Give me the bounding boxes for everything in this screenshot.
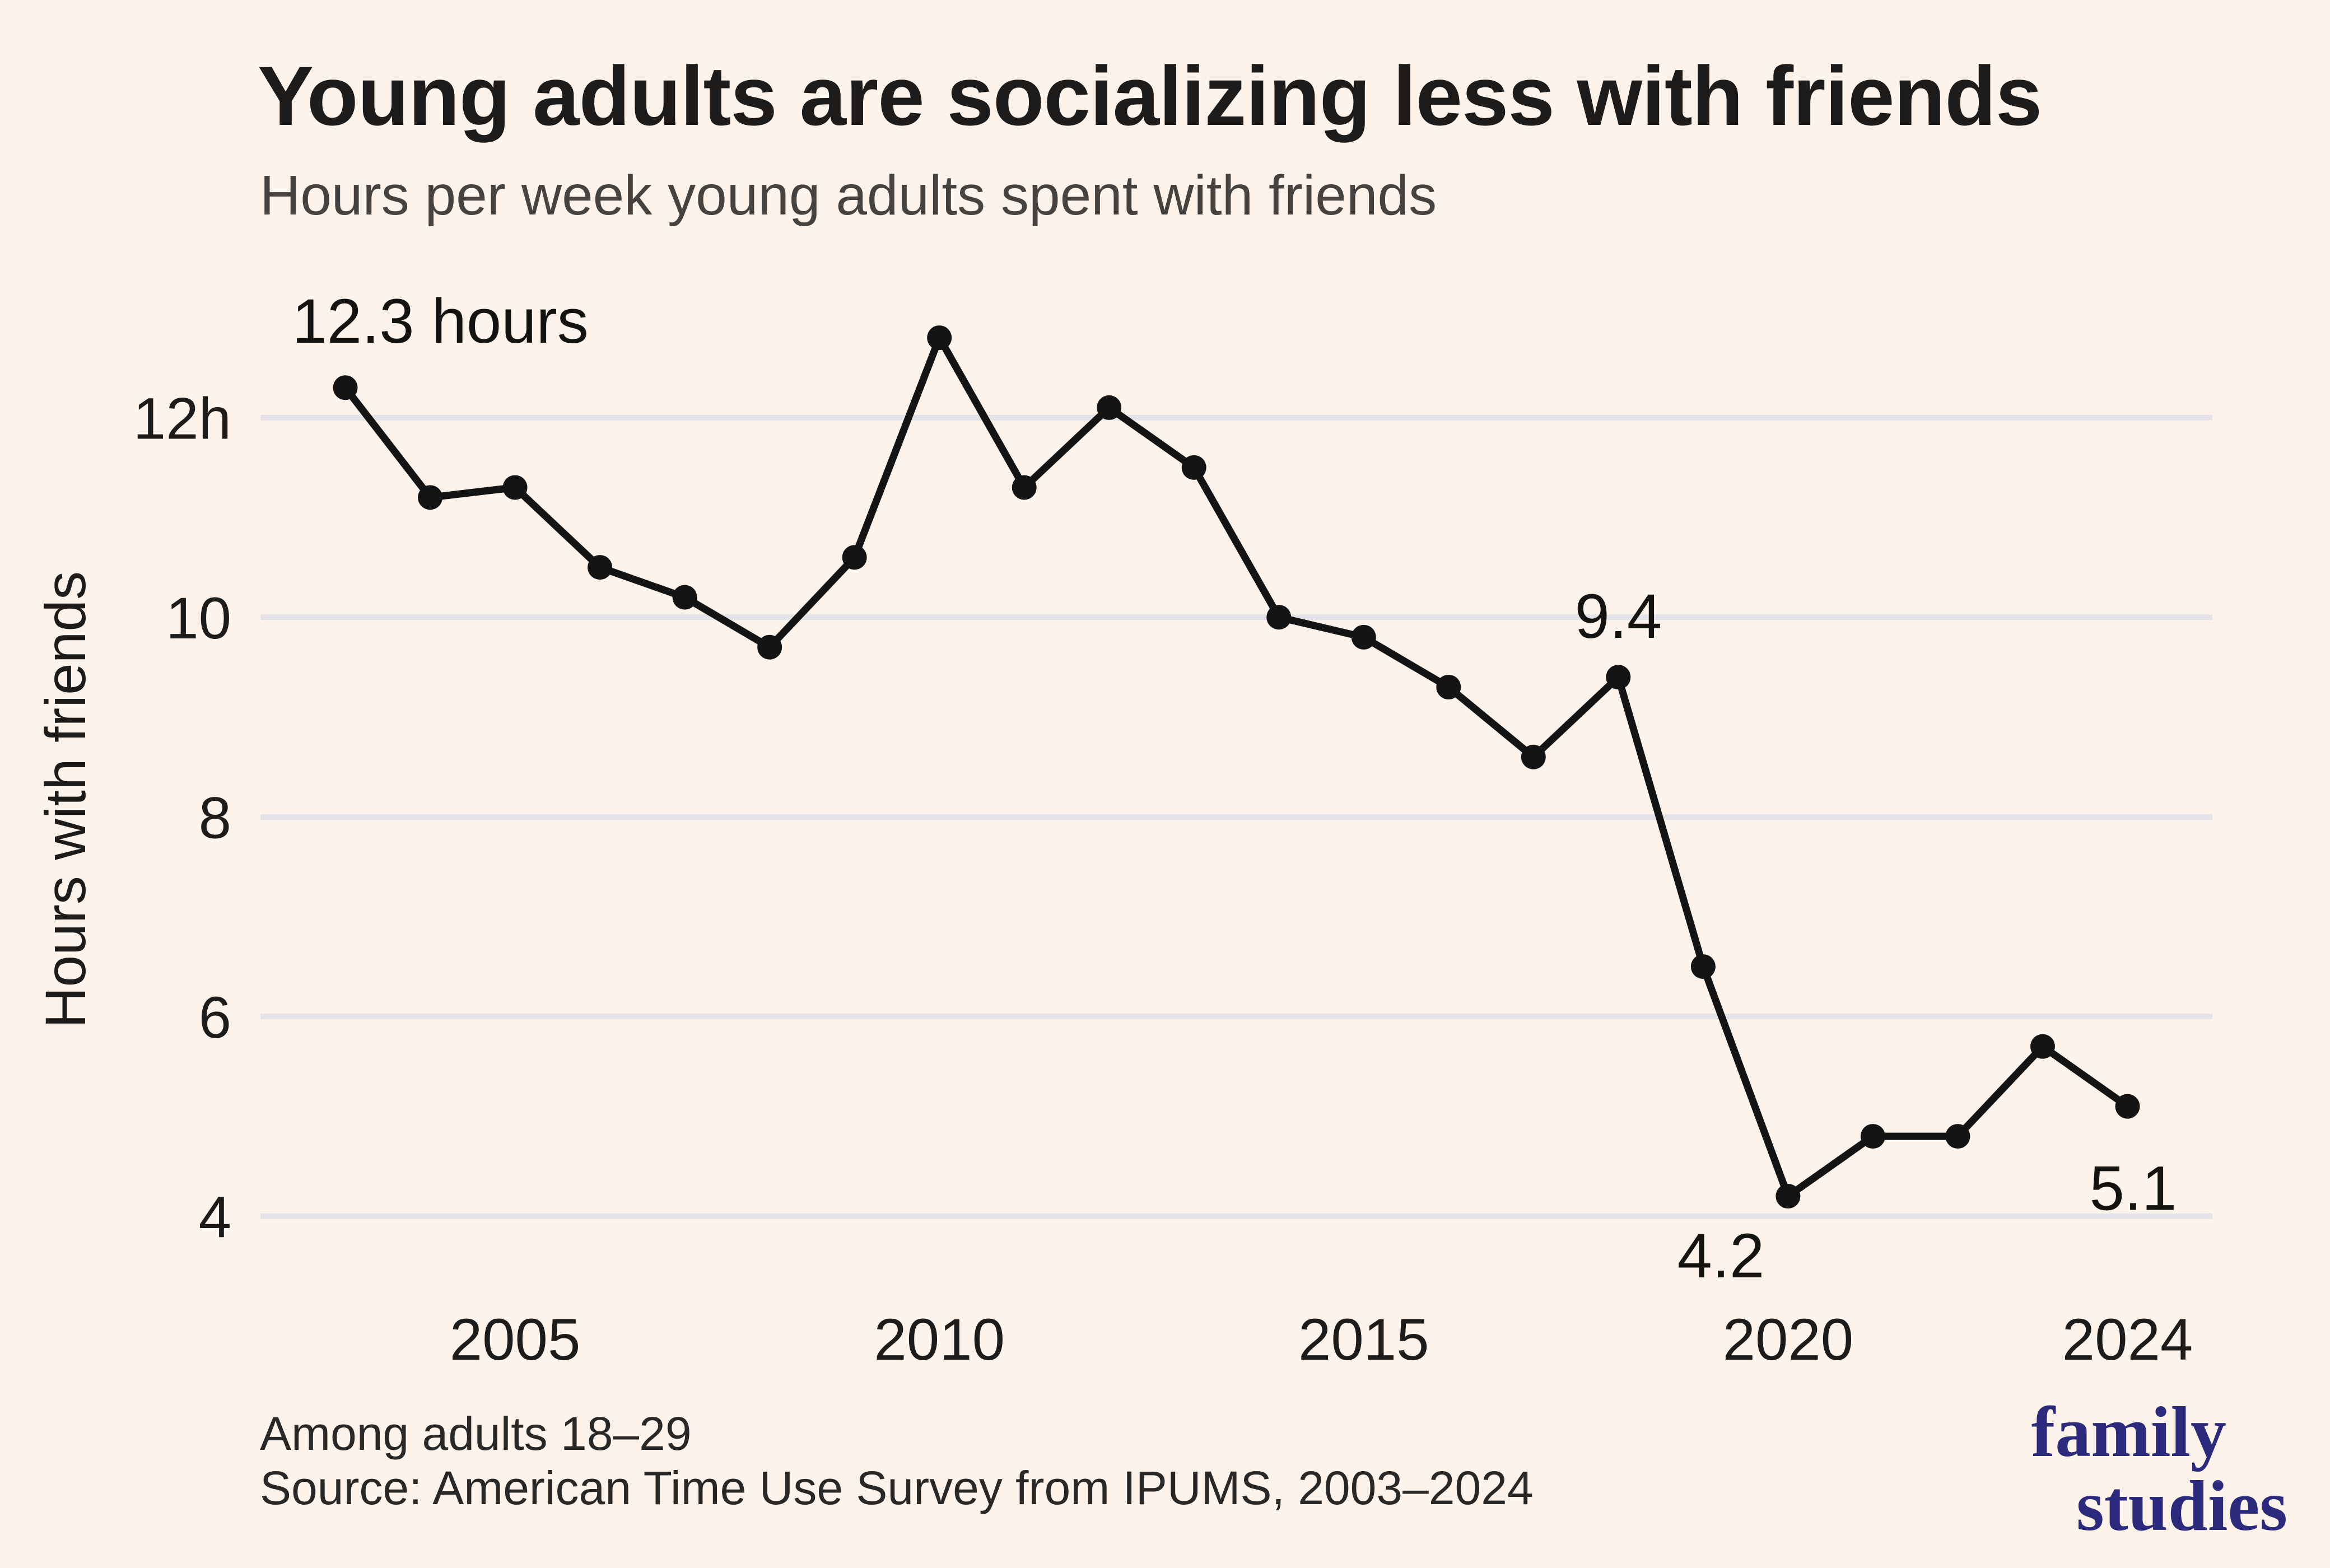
data-point-2021: [1860, 1124, 1885, 1149]
data-point-2024: [2115, 1094, 2140, 1119]
gridlines: [260, 414, 2212, 1219]
data-point-2010: [927, 325, 952, 351]
data-point-2016: [1436, 674, 1461, 699]
data-point-2023: [2030, 1034, 2055, 1059]
y-axis-title: Hours with friends: [34, 571, 97, 1028]
chart-title: Young adults are socializing less with f…: [258, 49, 2042, 143]
x-tick-label-2005: 2005: [450, 1307, 581, 1373]
brand-logo: family studies: [2031, 1392, 2287, 1546]
x-axis-tick-labels: 2005 2010 2015 2020 2024: [450, 1307, 2193, 1373]
data-point-2014: [1266, 605, 1292, 630]
data-point-2006: [588, 555, 613, 580]
y-tick-label-8: 8: [199, 786, 231, 851]
data-point-2011: [1012, 475, 1037, 500]
data-series: [333, 325, 2140, 1209]
chart-subtitle: Hours per week young adults spent with f…: [260, 164, 1437, 227]
data-point-2019: [1690, 954, 1716, 979]
footnote-source: Source: American Time Use Survey from IP…: [260, 1462, 1534, 1515]
data-point-2004: [418, 485, 443, 510]
y-axis-tick-labels: 4 6 8 10 12h: [133, 386, 231, 1250]
y-tick-label-10: 10: [166, 586, 231, 651]
annotation-2003: 12.3 hours: [292, 286, 589, 356]
annotation-2018: 9.4: [1574, 581, 1662, 651]
data-point-2003: [333, 375, 358, 400]
data-point-2009: [842, 545, 867, 570]
trend-line: [342, 334, 2131, 1200]
y-tick-label-4: 4: [199, 1185, 231, 1250]
annotation-2024: 5.1: [2090, 1154, 2177, 1224]
data-point-2017: [1521, 744, 1546, 769]
x-tick-label-2015: 2015: [1298, 1307, 1429, 1373]
data-point-2015: [1351, 624, 1376, 650]
x-tick-label-2010: 2010: [874, 1307, 1005, 1373]
footnote-population: Among adults 18–29: [260, 1407, 692, 1460]
data-point-2007: [672, 585, 697, 610]
data-point-2020: [1776, 1184, 1801, 1209]
data-point-2012: [1097, 395, 1122, 420]
footnote: Among adults 18–29 Source: American Time…: [260, 1407, 1534, 1516]
brand-logo-word-studies: studies: [2076, 1466, 2287, 1546]
brand-logo-word-family: family: [2031, 1392, 2226, 1472]
data-point-2008: [757, 634, 782, 660]
x-tick-label-2024: 2024: [2062, 1307, 2193, 1373]
data-point-2013: [1181, 455, 1206, 480]
data-point-2005: [502, 475, 528, 500]
y-tick-label-6: 6: [199, 985, 231, 1051]
data-point-2022: [1945, 1124, 1970, 1149]
data-annotations: 12.3 hours 9.4 4.2 5.1: [292, 286, 2177, 1291]
x-tick-label-2020: 2020: [1723, 1307, 1854, 1373]
annotation-2020: 4.2: [1677, 1221, 1765, 1291]
data-point-2018: [1606, 665, 1631, 690]
y-tick-label-12: 12h: [133, 386, 231, 452]
